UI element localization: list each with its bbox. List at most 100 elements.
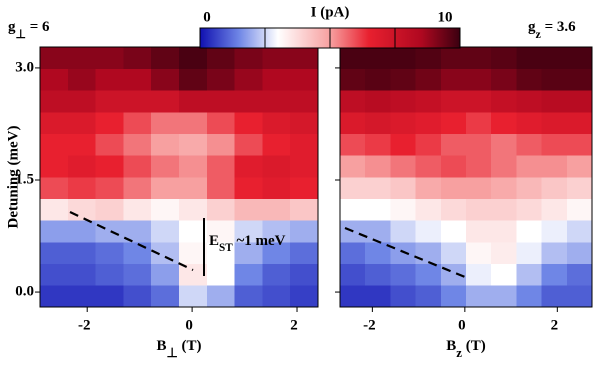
heatmap-cell	[542, 47, 568, 69]
heatmap-cell	[542, 177, 568, 199]
heatmap-cell	[340, 134, 366, 156]
heatmap-cell	[491, 69, 517, 91]
heatmap-cell	[40, 285, 68, 307]
heatmap-cell	[262, 90, 290, 112]
heatmap-cell	[491, 264, 517, 286]
heatmap-cell	[235, 155, 263, 177]
heatmap-cell	[466, 177, 492, 199]
corner-label-after: = 6	[26, 19, 50, 35]
heatmap-cell	[96, 47, 124, 69]
x-axis-label: Bz (T)	[446, 338, 485, 360]
heatmap-cell	[207, 155, 235, 177]
heatmap-cell	[207, 264, 235, 286]
heatmap-cell	[491, 90, 517, 112]
heatmap-cell	[123, 112, 151, 134]
heatmap-cell	[179, 112, 207, 134]
heatmap-cell	[290, 220, 318, 242]
heatmap-cell	[68, 199, 96, 221]
heatmap-cell	[151, 264, 179, 286]
heatmap-cell	[340, 285, 366, 307]
heatmap-cell	[365, 220, 391, 242]
x-tick-label: 2	[551, 317, 559, 333]
heatmap-cell	[416, 90, 442, 112]
heatmap-cell	[491, 112, 517, 134]
heatmap-cell	[567, 112, 593, 134]
heatmap-cell	[68, 220, 96, 242]
heatmap-cell	[207, 199, 235, 221]
heatmap-cell	[516, 285, 542, 307]
heatmap-cell	[262, 177, 290, 199]
heatmap-cell	[151, 69, 179, 91]
heatmap-cell	[390, 155, 416, 177]
heatmap-cell	[68, 264, 96, 286]
heatmap-cell	[123, 264, 151, 286]
heatmap-cell	[416, 177, 442, 199]
x-tick-label: -2	[363, 317, 376, 333]
heatmap-cell	[542, 285, 568, 307]
heatmap-cell	[68, 285, 96, 307]
heatmap-cell	[151, 285, 179, 307]
heatmap-cell	[365, 69, 391, 91]
heatmap-cell	[516, 112, 542, 134]
heatmap-cell	[235, 134, 263, 156]
heatmap-cell	[40, 155, 68, 177]
heatmap-cell	[123, 90, 151, 112]
heatmap-cell	[235, 177, 263, 199]
heatmap-cell	[340, 112, 366, 134]
heatmap-cell	[466, 220, 492, 242]
heatmap-cell	[340, 47, 366, 69]
heatmap-cell	[151, 112, 179, 134]
heatmap-cell	[441, 134, 467, 156]
heatmap-cell	[567, 242, 593, 264]
corner-label-sub: ⊥	[16, 27, 26, 41]
heatmap-cell	[340, 199, 366, 221]
heatmap-cell	[491, 220, 517, 242]
heatmap-cell	[290, 264, 318, 286]
heatmap-cell	[441, 199, 467, 221]
x-axis-label: B⊥ (T)	[157, 338, 202, 360]
heatmap-cell	[516, 177, 542, 199]
heatmap-cell	[235, 285, 263, 307]
heatmap-cell	[441, 285, 467, 307]
annotation-after: ~1 meV	[233, 233, 286, 249]
x-axis-label-after: (T)	[462, 338, 486, 354]
heatmap-cell	[96, 264, 124, 286]
heatmap-cell	[390, 177, 416, 199]
heatmap-cell	[516, 199, 542, 221]
heatmap-cell	[151, 47, 179, 69]
x-axis-label-sub: ⊥	[167, 346, 178, 360]
heatmap-cell	[235, 199, 263, 221]
heatmap-cell	[340, 69, 366, 91]
heatmap-cell	[466, 47, 492, 69]
heatmap-cell	[123, 285, 151, 307]
heatmap-cell	[96, 285, 124, 307]
heatmap-cell	[68, 47, 96, 69]
heatmap-cell	[262, 199, 290, 221]
heatmap-cell	[151, 177, 179, 199]
heatmap-cell	[416, 285, 442, 307]
heatmap-cell	[365, 177, 391, 199]
heatmap-cell	[262, 264, 290, 286]
heatmap-cell	[441, 220, 467, 242]
heatmap-cell	[542, 242, 568, 264]
heatmap-cell	[96, 90, 124, 112]
heatmap-cell	[466, 134, 492, 156]
heatmap-cell	[365, 155, 391, 177]
heatmap-cell	[416, 199, 442, 221]
heatmap-cell	[567, 90, 593, 112]
heatmap-cell	[179, 47, 207, 69]
heatmap-cell	[290, 134, 318, 156]
heatmap-cell	[179, 242, 207, 264]
heatmap-cell	[416, 47, 442, 69]
heatmap-cell	[441, 177, 467, 199]
heatmap-cell	[441, 47, 467, 69]
heatmap-cell	[290, 199, 318, 221]
heatmap-cell	[151, 220, 179, 242]
heatmap-cell	[365, 90, 391, 112]
heatmap-cell	[262, 69, 290, 91]
heatmap-cell	[390, 220, 416, 242]
heatmap-cell	[567, 177, 593, 199]
heatmap-cell	[40, 199, 68, 221]
corner-label-after: = 3.6	[541, 19, 576, 35]
